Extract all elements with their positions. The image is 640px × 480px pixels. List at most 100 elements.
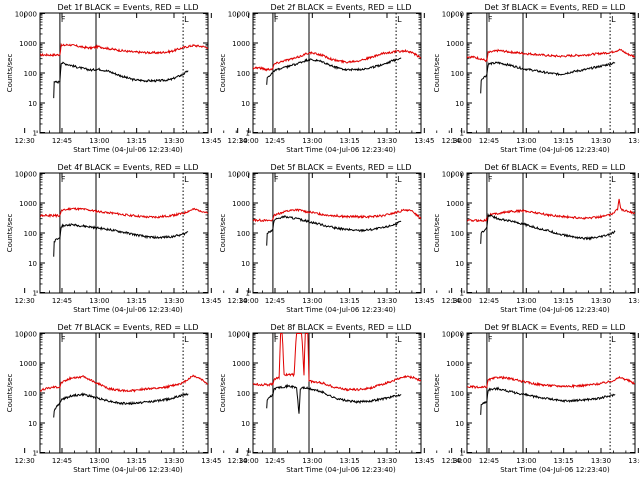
x-tick-label: 13:00	[516, 137, 536, 145]
x-tick-label: 13:45	[628, 297, 640, 305]
y-tick-label: 1	[33, 130, 37, 138]
panel-title: Det 2f BLACK = Events, RED = LLD	[270, 3, 411, 12]
x-axis-label: Start Time (04-Jul-06 12:23:40)	[500, 306, 610, 314]
lld-series-line	[253, 208, 421, 223]
x-tick-label: 12:45	[479, 297, 499, 305]
x-tick-label: 13:30	[591, 137, 611, 145]
x-tick-label: 12:30	[228, 137, 248, 145]
x-tick-label: 13:15	[554, 457, 574, 465]
time-marker-flag: F	[274, 15, 279, 24]
x-tick-label: 13:30	[164, 457, 184, 465]
x-axis-label: Start Time (04-Jul-06 12:23:40)	[500, 146, 610, 154]
x-tick-label: 14:00	[239, 137, 259, 145]
y-tick-label: 1000	[232, 360, 250, 368]
x-tick-label: 13:45	[414, 457, 434, 465]
y-tick-label: 10000	[15, 331, 37, 339]
x-axis-label: Start Time (04-Jul-06 12:23:40)	[73, 466, 183, 474]
y-tick-label: 100	[237, 390, 250, 398]
y-tick-label: 10	[28, 260, 37, 268]
x-tick-label: 12:45	[479, 457, 499, 465]
time-marker-flag: L	[611, 15, 616, 24]
x-tick-label: 13:00	[89, 297, 109, 305]
y-tick-label: 1000	[446, 360, 464, 368]
y-tick-label: 100	[24, 70, 37, 78]
y-axis-label: Counts/sec	[219, 214, 227, 253]
lld-series-line	[253, 333, 421, 392]
time-marker-flag: F	[274, 175, 279, 184]
x-tick-label: 13:30	[164, 297, 184, 305]
x-tick-label: 14:00	[452, 297, 472, 305]
x-tick-label: 12:30	[15, 457, 35, 465]
y-axis-label: Counts/sec	[6, 54, 14, 93]
time-marker-flag: L	[184, 175, 189, 184]
x-tick-label: 13:15	[127, 137, 147, 145]
y-tick-label: 100	[451, 230, 464, 238]
y-tick-label: 100	[24, 230, 37, 238]
detector-panel-7: Det 7f BLACK = Events, RED = LLD 1 10 100 10…	[6, 323, 259, 474]
time-marker-flag: L	[184, 335, 189, 344]
x-tick-label: 12:30	[442, 137, 462, 145]
y-tick-label: 10000	[15, 11, 37, 19]
x-tick-label: 12:30	[442, 297, 462, 305]
time-marker-flag: F	[61, 335, 66, 344]
x-tick-label: 13:00	[516, 297, 536, 305]
detector-panel-6: Det 6f BLACK = Events, RED = LLD 1 10 100 10…	[433, 163, 640, 314]
x-tick-label: 13:45	[201, 457, 221, 465]
events-series-line	[53, 392, 189, 418]
events-series-line	[480, 61, 616, 94]
x-tick-label: 13:15	[340, 297, 360, 305]
y-tick-label: 10000	[228, 171, 250, 179]
y-tick-label: 1	[33, 290, 37, 298]
x-tick-label: 12:30	[228, 297, 248, 305]
x-tick-label: 13:45	[414, 297, 434, 305]
y-tick-label: 10	[455, 420, 464, 428]
time-marker-flag: F	[61, 15, 66, 24]
x-tick-label: 14:00	[452, 137, 472, 145]
x-tick-label: 13:15	[127, 297, 147, 305]
panel-title: Det 3f BLACK = Events, RED = LLD	[484, 3, 625, 12]
x-tick-label: 13:15	[127, 457, 147, 465]
panel-title: Det 5f BLACK = Events, RED = LLD	[270, 163, 411, 172]
x-tick-label: 13:00	[302, 297, 322, 305]
y-tick-label: 10	[241, 260, 250, 268]
time-marker-flag: L	[184, 15, 189, 24]
x-tick-label: 13:00	[89, 137, 109, 145]
time-marker-flag: L	[397, 15, 402, 24]
y-tick-label: 10	[28, 100, 37, 108]
events-series-line	[266, 57, 402, 85]
x-axis-label: Start Time (04-Jul-06 12:23:40)	[286, 306, 396, 314]
x-tick-label: 13:00	[89, 457, 109, 465]
panel-title: Det 4f BLACK = Events, RED = LLD	[57, 163, 198, 172]
x-tick-label: 13:30	[377, 297, 397, 305]
x-tick-label: 13:00	[302, 457, 322, 465]
x-tick-label: 12:30	[15, 297, 35, 305]
lld-series-line	[40, 42, 208, 57]
events-series-line	[480, 386, 616, 415]
x-tick-label: 13:30	[591, 297, 611, 305]
events-series-line	[53, 61, 189, 99]
detector-panel-4: Det 4f BLACK = Events, RED = LLD 1 10 100 10…	[6, 163, 259, 314]
x-tick-label: 12:45	[479, 137, 499, 145]
y-tick-label: 1000	[446, 200, 464, 208]
y-tick-label: 10	[28, 420, 37, 428]
time-marker-flag: F	[61, 175, 66, 184]
panel-title: Det 6f BLACK = Events, RED = LLD	[484, 163, 625, 172]
panel-title: Det 1f BLACK = Events, RED = LLD	[57, 3, 198, 12]
y-tick-label: 100	[237, 70, 250, 78]
x-tick-label: 12:45	[265, 297, 285, 305]
lld-series-line	[40, 374, 208, 393]
x-axis-label: Start Time (04-Jul-06 12:23:40)	[73, 146, 183, 154]
x-tick-label: 12:45	[52, 137, 72, 145]
x-tick-label: 14:00	[239, 457, 259, 465]
x-tick-label: 12:30	[442, 457, 462, 465]
x-tick-label: 12:30	[228, 457, 248, 465]
y-axis-label: Counts/sec	[219, 54, 227, 93]
y-tick-label: 10000	[442, 11, 464, 19]
y-tick-label: 10000	[442, 331, 464, 339]
y-tick-label: 1	[460, 130, 464, 138]
time-marker-flag: F	[274, 335, 279, 344]
x-tick-label: 12:45	[265, 457, 285, 465]
y-tick-label: 1000	[19, 200, 37, 208]
y-axis-label: Counts/sec	[6, 214, 14, 253]
y-tick-label: 1	[246, 290, 250, 298]
